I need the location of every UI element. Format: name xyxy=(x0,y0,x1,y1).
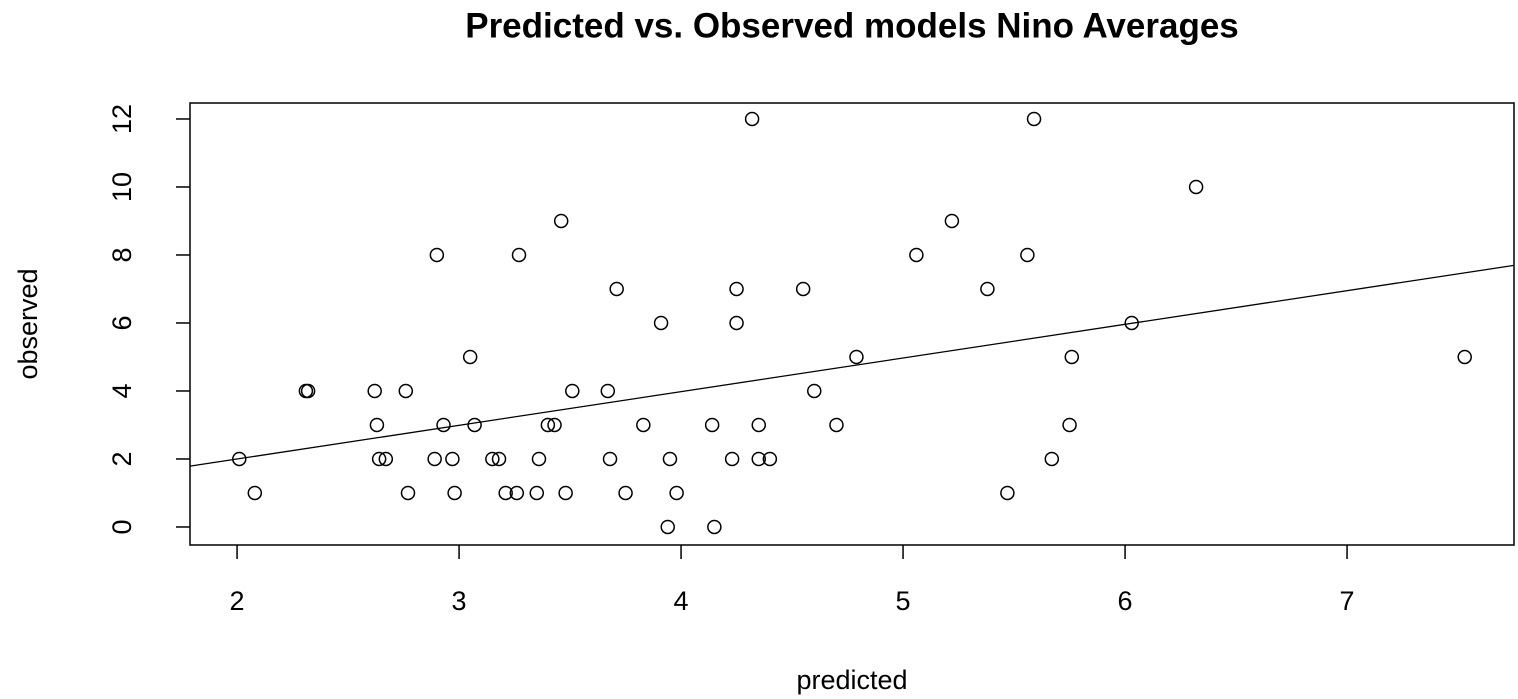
point xyxy=(653,315,669,331)
point xyxy=(558,485,573,501)
point xyxy=(1044,451,1060,467)
point xyxy=(660,519,675,535)
point xyxy=(1188,179,1204,195)
point xyxy=(540,417,556,433)
point xyxy=(371,451,387,467)
point xyxy=(547,417,562,433)
point xyxy=(600,383,616,399)
y-tick-label: 4 xyxy=(107,383,137,398)
point xyxy=(1062,417,1077,433)
y-tick-label: 10 xyxy=(107,172,137,202)
plot-frame xyxy=(189,102,1515,546)
x-tick-label: 7 xyxy=(1340,586,1355,616)
point xyxy=(491,451,507,467)
point xyxy=(378,451,394,467)
point xyxy=(1064,349,1080,365)
point xyxy=(662,451,678,467)
point xyxy=(1457,349,1472,365)
point xyxy=(445,451,460,467)
point xyxy=(751,417,767,433)
y-tick-label: 8 xyxy=(107,247,137,262)
y-tick-label: 0 xyxy=(107,519,137,534)
x-tick-label: 3 xyxy=(452,586,467,616)
point xyxy=(447,485,462,501)
point xyxy=(751,451,767,467)
point xyxy=(807,383,822,399)
point xyxy=(795,281,811,297)
point xyxy=(436,417,451,433)
point xyxy=(602,451,618,467)
x-tick-label: 5 xyxy=(896,586,911,616)
point xyxy=(944,213,960,229)
point xyxy=(636,417,651,433)
point xyxy=(762,451,778,467)
point xyxy=(980,281,995,297)
point xyxy=(1020,247,1035,263)
point xyxy=(511,247,527,263)
point xyxy=(1000,485,1015,501)
chart-title: Predicted vs. Observed models Nino Avera… xyxy=(465,6,1239,45)
y-tick-label: 2 xyxy=(107,451,137,466)
point xyxy=(1026,111,1042,127)
x-tick-label: 4 xyxy=(674,586,689,616)
point xyxy=(429,247,445,263)
point xyxy=(724,451,740,467)
fit-line xyxy=(189,264,1515,467)
x-tick-label: 6 xyxy=(1118,586,1133,616)
point xyxy=(300,383,316,399)
point xyxy=(462,349,478,365)
point xyxy=(531,451,547,467)
point xyxy=(369,417,385,433)
point xyxy=(427,451,442,467)
point xyxy=(829,417,844,433)
point xyxy=(247,485,263,501)
point xyxy=(849,349,864,365)
point xyxy=(744,111,760,127)
point xyxy=(509,485,525,501)
x-axis-label: predicted xyxy=(796,665,907,695)
y-axis-label: observed xyxy=(13,268,43,379)
point xyxy=(498,485,513,501)
point xyxy=(367,383,382,399)
point xyxy=(669,485,684,501)
point xyxy=(609,281,624,297)
y-tick-label: 12 xyxy=(107,104,137,134)
y-tick-label: 6 xyxy=(107,315,137,330)
point xyxy=(398,383,414,399)
point xyxy=(618,485,633,501)
point xyxy=(485,451,500,467)
point xyxy=(400,485,416,501)
point xyxy=(704,417,720,433)
point xyxy=(729,281,744,297)
point xyxy=(909,247,924,263)
point xyxy=(553,213,569,229)
point xyxy=(529,485,545,501)
point xyxy=(729,315,744,331)
point xyxy=(467,417,482,433)
point xyxy=(707,519,722,535)
x-tick-label: 2 xyxy=(230,586,245,616)
point xyxy=(565,383,580,399)
